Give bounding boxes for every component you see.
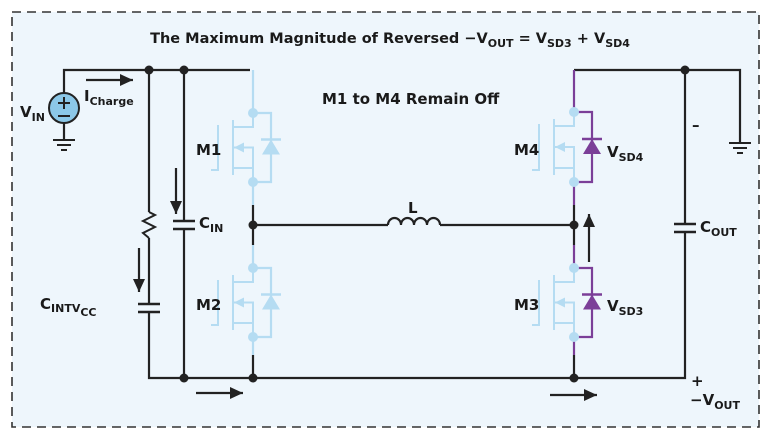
m4-label: M4 [514,141,539,159]
m1-mosfet-gate [211,125,219,171]
m2-mosfet [211,245,281,355]
m3-mosfet-arrow [555,297,565,308]
m3-mosfet-source-dot [569,332,579,342]
m1-mosfet-source-dot [248,177,258,187]
junction-node [179,373,189,383]
icharge-arrow-head [120,74,133,86]
m2-mosfet-drain-dot [248,263,258,273]
cin-label: CIN [199,214,223,235]
junction-node [248,373,258,383]
cintvcc-label: CINTVCC [40,295,97,319]
junction-node [569,220,579,230]
junction-node [179,65,189,75]
junction-node [248,220,258,230]
vin-label: VIN [20,103,45,124]
m2-mosfet-body-diode-icon [262,294,280,310]
cout-minus-label: – [692,116,700,134]
m4-mosfet [532,70,602,205]
bottom-left-current-arrow-head [230,387,243,399]
output-top-wire [574,68,742,143]
diagram-title: The Maximum Magnitude of Reversed −VOUT … [150,31,630,50]
junction-node [680,65,690,75]
m3-current-arrow-head [583,214,595,227]
m4-mosfet-arrow [555,142,565,152]
inductor-label: L [408,199,418,217]
cout-label: COUT [700,218,737,239]
vsd4-label: VSD4 [607,143,644,164]
m3-mosfet-gate [532,280,540,326]
m3-mosfet [532,245,602,355]
m1-mosfet-arrow [234,142,244,153]
m1-mosfet-body-diode-icon [262,139,280,155]
cout-plus-label: + [691,372,704,390]
junction-node [144,65,154,75]
m4-mosfet-body-diode-icon [583,139,601,154]
m2-mosfet-arrow [234,297,244,308]
m1-mosfet [211,70,281,205]
m2-mosfet-gate [211,280,219,326]
cintvcc-current-arrow-head [133,279,145,292]
bottom-wire [147,312,574,380]
m2-mosfet-source-dot [248,332,258,342]
cout-bottom-wire [574,232,687,380]
m1-mosfet-drain-dot [248,108,258,118]
m4-mosfet-gate [532,124,540,171]
m3-mosfet-drain-dot [569,263,579,273]
m2-label: M2 [196,296,221,314]
diagram-frame [11,11,760,428]
wires [48,65,751,401]
cin-current-arrow-head [170,201,182,214]
junction-node [569,373,579,383]
vsd3-label: VSD3 [607,297,643,318]
m3-mosfet-body-diode-icon [583,294,601,310]
vout-label: −VOUT [690,391,740,412]
resistor-icon [140,211,158,239]
m4-mosfet-source-dot [569,177,579,187]
bottom-right-current-arrow-head [584,389,597,401]
m4-mosfet-drain-dot [569,107,579,117]
m3-label: M3 [514,296,539,314]
icharge-label: ICharge [84,87,134,108]
state-note: M1 to M4 Remain Off [322,90,500,108]
devices [211,70,602,355]
m1-label: M1 [196,141,221,159]
inductor-icon [386,216,442,226]
